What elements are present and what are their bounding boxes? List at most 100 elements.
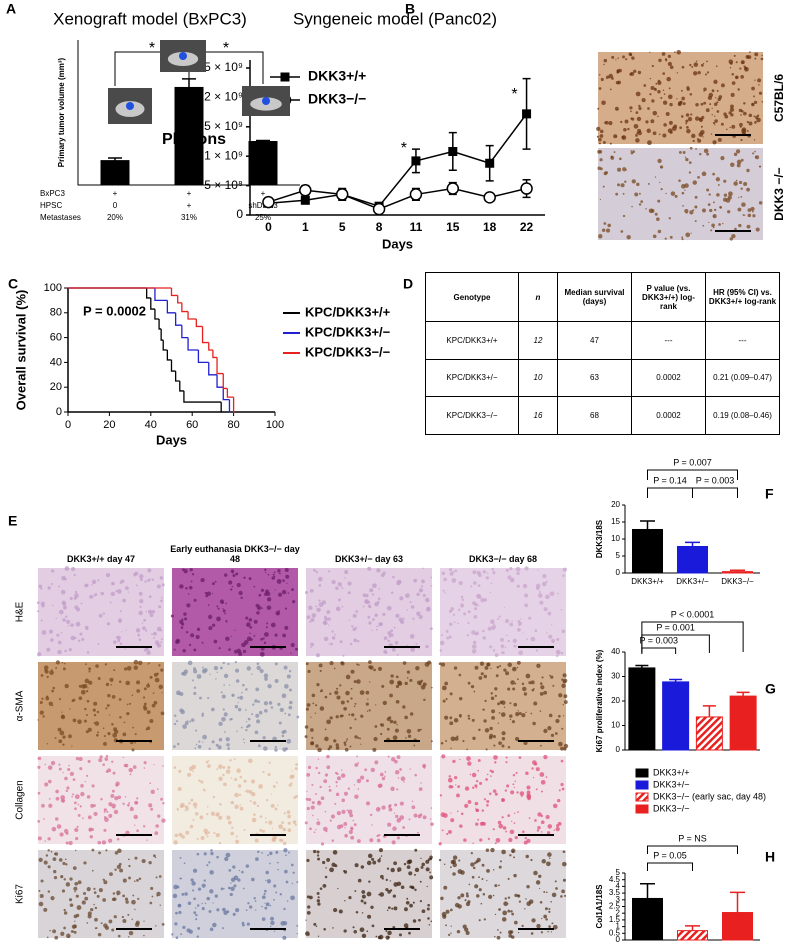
micrograph-texture [65,841,69,845]
micrograph-texture [87,687,89,689]
micrograph-texture [450,866,452,869]
micrograph-texture [406,865,411,870]
micrograph-texture [50,669,53,671]
micrograph-texture [693,62,699,67]
micrograph-texture [64,649,67,653]
micrograph-texture [307,765,312,769]
y-tick-label: 100 [44,282,62,294]
micrograph-texture [194,747,197,750]
micrograph-texture [502,910,508,916]
micrograph-texture [261,607,264,609]
micrograph-texture [562,703,564,706]
micrograph-texture [494,884,498,888]
micrograph-texture [397,680,402,686]
micrograph-texture [548,907,551,911]
micrograph-texture [62,743,65,746]
micrograph-texture [343,706,347,711]
micrograph-texture [699,117,701,120]
micrograph-texture [62,735,66,739]
micrograph-texture [608,73,613,79]
bar [677,545,708,574]
micrograph-texture [143,920,145,922]
micrograph-texture [335,792,340,797]
micrograph-texture [360,899,364,903]
micrograph-texture [114,851,119,855]
micrograph-texture [118,862,122,866]
micrograph-texture [458,714,462,718]
micrograph-texture [712,121,716,125]
micrograph-texture [371,924,375,928]
micrograph-texture [45,854,49,857]
micrograph-texture [335,781,338,784]
legend-marker [280,72,290,82]
micrograph-texture [484,699,487,703]
micrograph-texture [252,703,255,706]
micrograph-texture [250,791,256,797]
micrograph-texture [88,680,93,685]
micrograph-texture [334,633,336,636]
micrograph-texture [216,908,220,912]
micrograph-texture [215,678,217,680]
bioluminescence [262,97,270,105]
micrograph-texture [76,905,82,910]
micrograph-texture [430,576,433,579]
micrograph-texture [87,911,92,916]
micrograph-texture [288,705,293,710]
micrograph-texture [481,809,485,812]
micrograph-texture [703,90,705,92]
micrograph-texture [139,598,144,604]
micrograph-texture [666,76,671,82]
micrograph-texture [238,869,241,872]
micrograph-texture [209,673,211,676]
micrograph-texture [253,813,256,816]
micrograph-texture [108,714,111,716]
micrograph-texture [315,570,318,574]
survival-step [160,328,164,341]
survival-step [177,295,182,304]
micrograph-texture [347,787,351,790]
table-header: P value (vs. DKK3+/+) log-rank [631,272,706,322]
micrograph-texture [131,748,135,752]
micrograph-texture [186,603,191,608]
micrograph-texture [265,879,267,882]
micrograph-texture [656,217,660,222]
micrograph-texture [362,605,365,608]
micrograph-texture [494,913,497,916]
micrograph-texture [58,585,61,588]
micrograph-texture [353,705,356,708]
micrograph-texture [283,812,286,815]
y-tick-label: 0.5 [609,928,621,937]
micrograph-texture [601,100,606,106]
micrograph-texture [230,717,233,721]
micrograph-texture [148,662,151,664]
micrograph-texture [281,589,287,595]
micrograph-texture [439,640,445,646]
micrograph-texture [97,840,102,845]
micrograph-texture [381,805,386,810]
micrograph-texture [114,729,119,735]
micrograph-texture [493,828,495,830]
micrograph-texture [85,730,89,734]
micrograph-texture [147,568,152,573]
legend-label: KPC/DKK3−/− [305,344,391,359]
micrograph-texture [539,900,543,904]
micrograph-texture [323,779,328,784]
micrograph-texture [599,158,603,162]
micrograph-texture [451,578,457,583]
micrograph-texture [38,901,44,907]
micrograph-texture [68,840,73,846]
micrograph-texture [137,660,143,666]
micrograph-texture [251,877,255,882]
micrograph-texture [549,674,551,677]
micrograph-texture [530,858,533,862]
y-tick-label: 0 [616,745,621,754]
micrograph-texture [521,924,524,928]
micrograph-texture [540,685,545,690]
micrograph-texture [179,584,184,589]
micrograph-texture [91,784,95,788]
micrograph-texture [122,802,125,805]
x-tick-label: 15 [446,220,460,234]
row-label: H&E [15,601,26,622]
micrograph-texture [348,896,352,900]
micrograph-texture [483,674,488,679]
